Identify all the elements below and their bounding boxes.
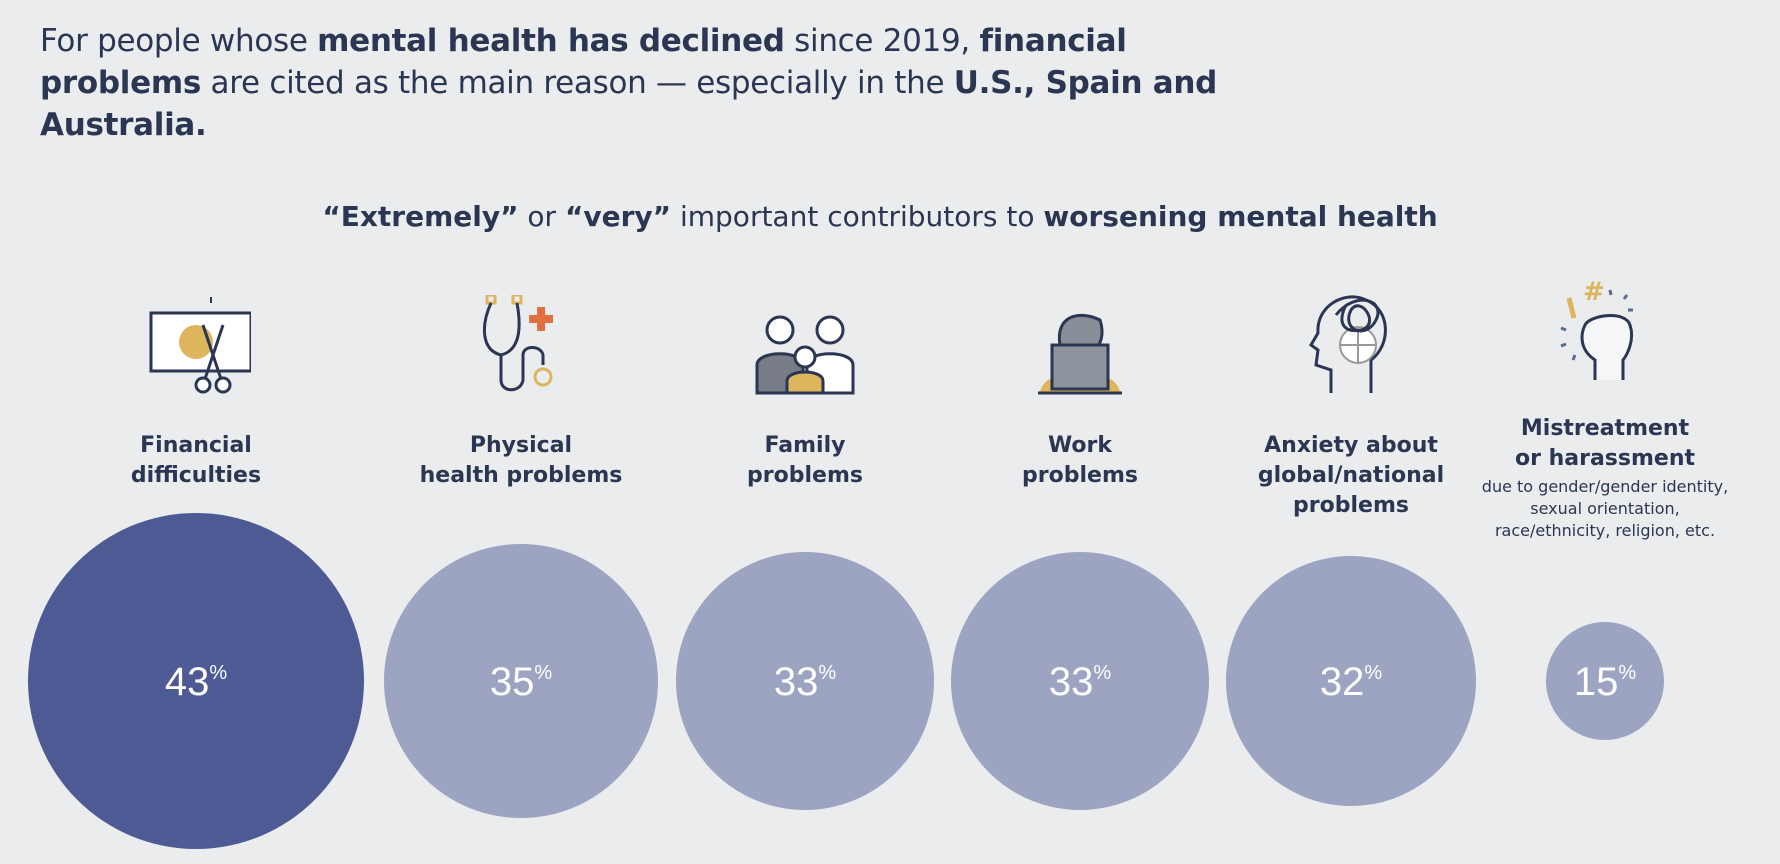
value-label: 33%: [774, 660, 837, 704]
family-icon: [665, 295, 945, 395]
laptop-worker-icon: [940, 295, 1220, 395]
category-column: Anxiety about global/national problems: [1211, 295, 1491, 521]
bubble: [1226, 556, 1476, 806]
chart-subtitle: “Extremely” or “very” important contribu…: [0, 200, 1760, 233]
headline-segment: U.S., Spain and Australia.: [40, 65, 1218, 143]
tangled-head-icon: [1211, 295, 1491, 395]
headline-segment: mental health has declined: [317, 23, 785, 59]
value-unit: %: [1093, 662, 1111, 684]
value-number: 35: [490, 660, 535, 704]
category-column: Work problems: [940, 295, 1220, 491]
category-label-line: Work: [1047, 433, 1113, 458]
value-label: 15%: [1574, 660, 1637, 704]
category-label-line: or harassment: [1514, 446, 1696, 471]
category-label-line: Anxiety about: [1264, 433, 1438, 458]
category-note: due to gender/gender identity, sexual or…: [1481, 477, 1729, 540]
value-number: 15: [1574, 660, 1619, 704]
value-label: 32%: [1320, 660, 1383, 704]
category-label-line: Financial: [140, 433, 252, 458]
headline: For people whose mental health has decli…: [40, 20, 1220, 146]
value-unit: %: [1618, 662, 1636, 684]
category-label-line: difficulties: [130, 463, 262, 488]
category-label-line: health problems: [419, 463, 623, 488]
category-label: Work problems: [940, 431, 1220, 491]
subtitle-segment: “very”: [564, 200, 672, 233]
category-column: Physical health problems: [381, 295, 661, 491]
subtitle-segment: worsening mental health: [1043, 200, 1438, 233]
value-label: 43%: [165, 660, 228, 704]
subtitle-segment: important contributors to: [671, 200, 1044, 233]
category-label-line: problems: [747, 463, 863, 488]
headline-segment: since 2019,: [784, 23, 980, 59]
bubble: [28, 513, 364, 849]
category-column: Family problems: [665, 295, 945, 491]
category-column: Financial difficulties: [56, 295, 336, 491]
category-label: Mistreatment or harassment due to gender/g…: [1465, 414, 1745, 542]
bubble: [951, 552, 1209, 810]
headline-segment: For people whose: [40, 23, 318, 59]
value-unit: %: [534, 662, 552, 684]
value-label: 35%: [490, 660, 553, 704]
bubble: [676, 552, 934, 810]
category-label-line: Mistreatment: [1520, 416, 1690, 441]
category-label: Anxiety about global/national problems: [1211, 431, 1491, 521]
category-label-line: global/national: [1257, 463, 1445, 488]
category-column: # Mistreatment or harassment due to gender/…: [1465, 280, 1745, 542]
category-label-line: problems: [1022, 463, 1138, 488]
value-number: 33: [774, 660, 819, 704]
category-label: Physical health problems: [381, 431, 661, 491]
headline-segment: financial problems: [40, 23, 1127, 101]
subtitle-segment: “Extremely”: [322, 200, 519, 233]
value-label: 33%: [1049, 660, 1112, 704]
stethoscope-icon: [381, 295, 661, 395]
value-number: 32: [1320, 660, 1365, 704]
category-label: Family problems: [665, 431, 945, 491]
raised-fist-icon: #: [1465, 280, 1745, 380]
money-scissors-icon: [56, 295, 336, 395]
category-label-line: Family: [764, 433, 846, 458]
bubble: [384, 544, 658, 818]
value-unit: %: [209, 662, 227, 684]
value-number: 33: [1049, 660, 1094, 704]
value-unit: %: [818, 662, 836, 684]
value-number: 43: [165, 660, 210, 704]
headline-segment: are cited as the main reason — especiall…: [200, 65, 954, 101]
value-unit: %: [1364, 662, 1382, 684]
category-label-line: problems: [1293, 493, 1409, 518]
svg-text:#: #: [1583, 280, 1605, 307]
category-label: Financial difficulties: [56, 431, 336, 491]
bubble: [1546, 622, 1664, 740]
category-label-line: Physical: [469, 433, 573, 458]
subtitle-segment: or: [518, 200, 565, 233]
